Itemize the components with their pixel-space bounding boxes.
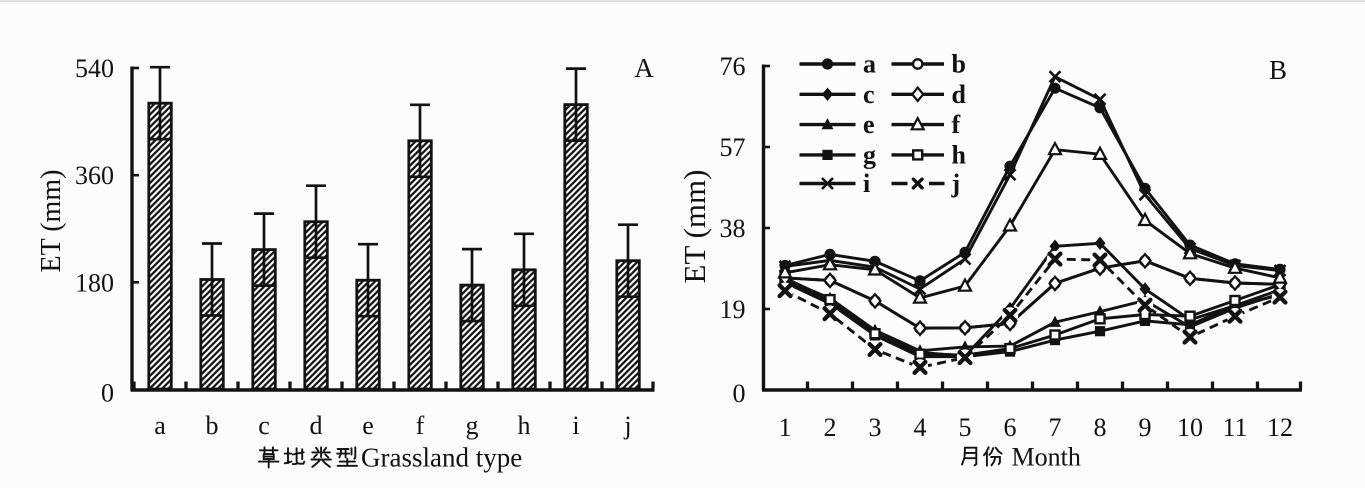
svg-text:10: 10	[1177, 413, 1203, 442]
svg-text:4: 4	[914, 413, 927, 442]
svg-text:d: d	[952, 80, 967, 109]
svg-text:540: 540	[75, 54, 114, 83]
svg-text:j: j	[951, 169, 961, 198]
svg-text:a: a	[863, 50, 876, 79]
svg-text:B: B	[1269, 55, 1287, 85]
svg-text:7: 7	[1049, 413, 1062, 442]
svg-text:g: g	[863, 140, 876, 169]
svg-text:3: 3	[869, 413, 882, 442]
svg-text:57: 57	[720, 133, 746, 162]
svg-text:360: 360	[75, 161, 114, 190]
svg-text:ET (mm): ET (mm)	[677, 170, 712, 284]
svg-text:76: 76	[720, 52, 746, 81]
svg-text:c: c	[258, 411, 270, 440]
svg-text:j: j	[623, 411, 631, 440]
svg-text:c: c	[863, 80, 875, 109]
svg-text:b: b	[952, 50, 966, 79]
svg-text:1: 1	[779, 413, 792, 442]
svg-text:6: 6	[1004, 413, 1017, 442]
svg-text:Month: Month	[1012, 443, 1081, 472]
svg-text:38: 38	[720, 214, 746, 243]
svg-text:h: h	[518, 411, 531, 440]
svg-text:d: d	[310, 411, 323, 440]
svg-text:a: a	[154, 411, 166, 440]
svg-text:11: 11	[1222, 413, 1247, 442]
svg-text:b: b	[206, 411, 219, 440]
svg-text:ET (mm): ET (mm)	[36, 170, 67, 273]
svg-text:g: g	[466, 411, 479, 440]
svg-text:A: A	[634, 53, 654, 83]
svg-text:12: 12	[1267, 413, 1293, 442]
svg-text:8: 8	[1094, 413, 1107, 442]
svg-text:2: 2	[824, 413, 837, 442]
svg-text:0: 0	[101, 379, 114, 408]
svg-text:Grassland type: Grassland type	[361, 443, 522, 473]
svg-text:9: 9	[1139, 413, 1152, 442]
svg-text:e: e	[362, 411, 374, 440]
svg-text:19: 19	[720, 295, 746, 324]
svg-text:i: i	[863, 169, 870, 198]
svg-text:0: 0	[733, 379, 746, 408]
svg-text:e: e	[863, 110, 875, 139]
svg-text:i: i	[572, 411, 579, 440]
svg-text:f: f	[952, 110, 961, 139]
svg-text:h: h	[952, 140, 967, 169]
svg-text:f: f	[416, 411, 425, 440]
svg-text:180: 180	[75, 268, 114, 297]
svg-text:5: 5	[959, 413, 972, 442]
